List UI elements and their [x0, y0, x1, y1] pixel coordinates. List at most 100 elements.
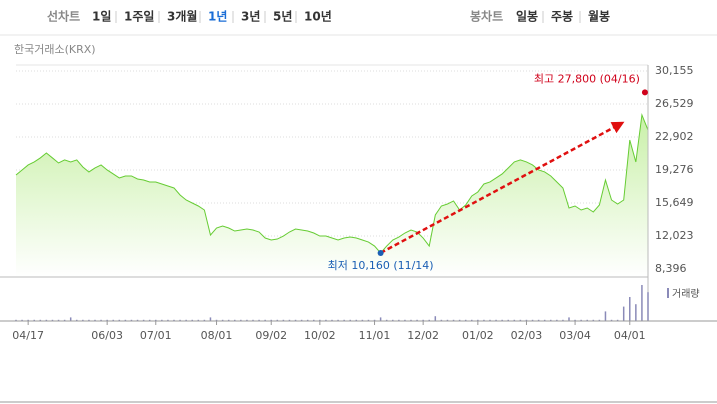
volume-bar — [167, 319, 169, 321]
volume-bar — [428, 319, 430, 321]
volume-bar — [252, 319, 254, 321]
volume-bar — [306, 319, 309, 321]
volume-bar — [161, 319, 163, 321]
volume-legend: 거래량 — [672, 288, 700, 300]
volume-bar — [574, 319, 576, 321]
volume-bar — [106, 319, 108, 321]
volume-bar — [367, 319, 370, 321]
y-tick-label: 22,902 — [655, 130, 694, 143]
volume-bar — [616, 319, 619, 321]
volume-bar — [234, 319, 236, 321]
volume-bar — [337, 319, 339, 321]
volume-bar — [604, 311, 607, 321]
volume-bar — [635, 304, 637, 321]
x-tick-label: 04/01 — [614, 329, 646, 342]
x-tick-label: 06/03 — [91, 329, 123, 342]
candle-tab[interactable]: 일봉 — [516, 10, 538, 24]
volume-bar — [82, 319, 84, 321]
volume-bar — [300, 319, 303, 321]
volume-bar — [197, 319, 200, 321]
volume-bar — [294, 319, 297, 321]
low-marker — [377, 249, 384, 256]
volume-bar — [343, 319, 345, 321]
volume-bar — [185, 319, 187, 321]
price-area — [16, 114, 648, 277]
volume-bar — [580, 319, 582, 321]
volume-bar — [63, 319, 66, 321]
volume-bar — [501, 319, 503, 321]
volume-bar — [258, 319, 260, 321]
volume-bar — [598, 319, 601, 321]
volume-bar — [148, 319, 151, 321]
period-tab[interactable]: 1년 — [208, 10, 227, 24]
period-tab[interactable]: 3개월 — [167, 9, 197, 24]
volume-bar — [264, 319, 266, 321]
x-tick-label: 01/02 — [462, 329, 494, 342]
volume-bar — [550, 319, 552, 321]
volume-bar — [15, 319, 17, 321]
volume-bar — [422, 319, 424, 321]
source-label: 한국거래소(KRX) — [14, 43, 96, 56]
volume-bar — [349, 319, 351, 321]
volume-bar — [629, 297, 631, 321]
volume-bar — [647, 292, 649, 321]
volume-bar — [288, 319, 291, 321]
volume-bar — [191, 319, 193, 321]
candle-tab[interactable]: 월봉 — [588, 9, 610, 24]
period-tab[interactable]: 5년 — [273, 10, 292, 24]
y-tick-label: 19,276 — [655, 163, 694, 176]
volume-bar — [592, 319, 595, 321]
volume-bar — [325, 319, 327, 321]
volume-bar — [33, 319, 35, 321]
high-marker — [641, 89, 648, 96]
volume-bar — [458, 319, 461, 321]
period-tab[interactable]: 1일 — [92, 10, 111, 24]
volume-bar — [556, 319, 558, 321]
volume-bar — [319, 319, 321, 321]
volume-bar — [464, 319, 467, 321]
volume-bar — [537, 319, 540, 321]
y-tick-label: 8,396 — [655, 262, 687, 275]
tab-group-label: 선차트 — [47, 9, 80, 24]
volume-bar — [398, 319, 400, 321]
period-tab[interactable]: 10년 — [304, 10, 332, 24]
volume-bar — [240, 319, 242, 321]
low-label: 최저 10,160 (11/14) — [328, 259, 434, 272]
volume-bar — [568, 317, 570, 321]
volume-bar — [173, 319, 175, 321]
volume-bar — [282, 319, 285, 321]
volume-legend-swatch — [667, 288, 669, 298]
volume-bar — [331, 319, 333, 321]
volume-bar — [477, 319, 479, 321]
volume-bar — [88, 319, 90, 321]
volume-bar — [51, 319, 54, 321]
tab-group-label: 봉차트 — [470, 9, 503, 24]
volume-bar — [379, 317, 382, 321]
volume-bar — [136, 319, 139, 321]
volume-bar — [215, 319, 218, 321]
period-tab[interactable]: 1주일 — [124, 10, 154, 24]
volume-bar — [586, 319, 588, 321]
volume-bar — [227, 319, 230, 321]
volume-bar — [276, 319, 279, 321]
volume-bar — [416, 319, 418, 321]
period-tab[interactable]: 3년 — [241, 10, 260, 24]
volume-bar — [246, 319, 248, 321]
volume-bar — [392, 319, 394, 321]
volume-bar — [124, 319, 127, 321]
volume-bar — [203, 319, 206, 321]
volume-bar — [495, 319, 497, 321]
volume-bar — [100, 319, 102, 321]
volume-bar — [94, 319, 96, 321]
volume-bar — [385, 319, 388, 321]
volume-bar — [118, 319, 121, 321]
volume-bar — [112, 319, 114, 321]
x-tick-label: 04/17 — [12, 329, 44, 342]
volume-bar — [410, 319, 412, 321]
trend-arrow — [380, 121, 625, 255]
volume-bar — [622, 306, 625, 321]
y-tick-label: 30,155 — [655, 64, 694, 77]
candle-tab[interactable]: 주봉 — [551, 10, 573, 24]
volume-bar — [525, 319, 528, 321]
x-tick-label: 09/02 — [255, 329, 287, 342]
